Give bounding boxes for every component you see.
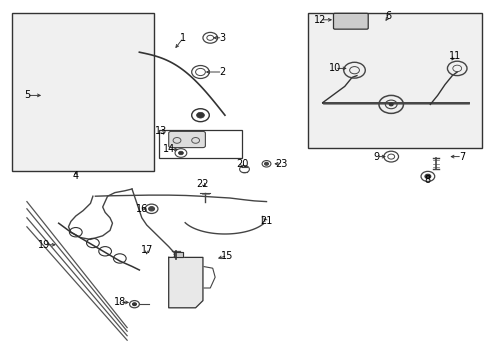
Circle shape	[132, 303, 136, 306]
Text: 16: 16	[135, 204, 148, 214]
Circle shape	[424, 174, 430, 179]
Circle shape	[148, 207, 154, 211]
Circle shape	[264, 162, 268, 165]
Bar	[159, 130, 242, 158]
Text: 10: 10	[328, 63, 341, 73]
Text: 4: 4	[73, 171, 79, 181]
Text: 17: 17	[140, 245, 153, 255]
Polygon shape	[173, 252, 183, 257]
Text: 3: 3	[219, 33, 225, 43]
Text: 20: 20	[235, 159, 248, 169]
Text: 12: 12	[313, 15, 326, 25]
Text: 9: 9	[373, 152, 379, 162]
Text: 7: 7	[458, 152, 464, 162]
Polygon shape	[168, 257, 203, 308]
Text: 19: 19	[38, 240, 50, 250]
FancyBboxPatch shape	[333, 13, 367, 29]
Circle shape	[196, 112, 204, 118]
Text: 8: 8	[424, 175, 430, 185]
Text: 13: 13	[155, 126, 167, 136]
Text: 15: 15	[221, 251, 233, 261]
FancyBboxPatch shape	[168, 131, 205, 148]
Text: 22: 22	[196, 179, 209, 189]
Text: 21: 21	[260, 216, 272, 226]
Text: 23: 23	[274, 159, 287, 169]
Text: 6: 6	[385, 11, 391, 21]
Text: 14: 14	[162, 144, 175, 154]
Text: 1: 1	[180, 33, 186, 43]
Circle shape	[178, 151, 183, 155]
Text: 18: 18	[113, 297, 126, 307]
Text: 11: 11	[447, 51, 460, 61]
Bar	[12, 13, 154, 171]
Text: 5: 5	[24, 90, 30, 100]
Text: 2: 2	[219, 67, 225, 77]
Bar	[307, 13, 481, 148]
Circle shape	[388, 103, 392, 106]
